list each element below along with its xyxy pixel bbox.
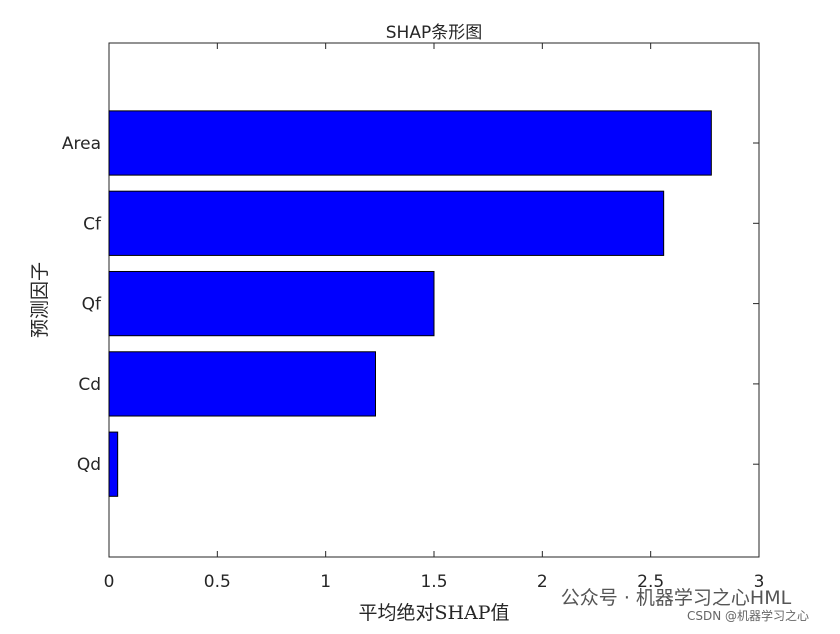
y-tick-label: Area <box>62 134 101 154</box>
x-tick-label: 2.5 <box>637 572 664 592</box>
x-tick-label: 0 <box>104 572 115 592</box>
x-tick-label: 1.5 <box>420 572 447 592</box>
y-tick-label: Qf <box>82 295 102 315</box>
y-tick-label: Cf <box>83 214 102 234</box>
y-axis-label: 预测因子 <box>29 262 51 338</box>
bar <box>108 270 435 337</box>
bar <box>108 190 665 256</box>
x-tick-label: 0.5 <box>204 572 231 592</box>
x-tick-label: 3 <box>754 572 765 592</box>
x-tick-label: 2 <box>537 572 548 592</box>
bar <box>108 431 119 497</box>
watermark: CSDN @机器学习之心 <box>687 608 809 623</box>
bar <box>108 351 376 417</box>
chart-title: SHAP条形图 <box>386 23 482 43</box>
x-tick-label: 1 <box>320 572 331 592</box>
x-axis-label: 平均绝对SHAP值 <box>358 602 509 624</box>
y-tick-label: Qd <box>77 455 101 475</box>
watermark: 公众号 · 机器学习之心HML <box>561 587 792 609</box>
y-tick-label: Cd <box>78 375 101 395</box>
bar <box>108 110 712 176</box>
